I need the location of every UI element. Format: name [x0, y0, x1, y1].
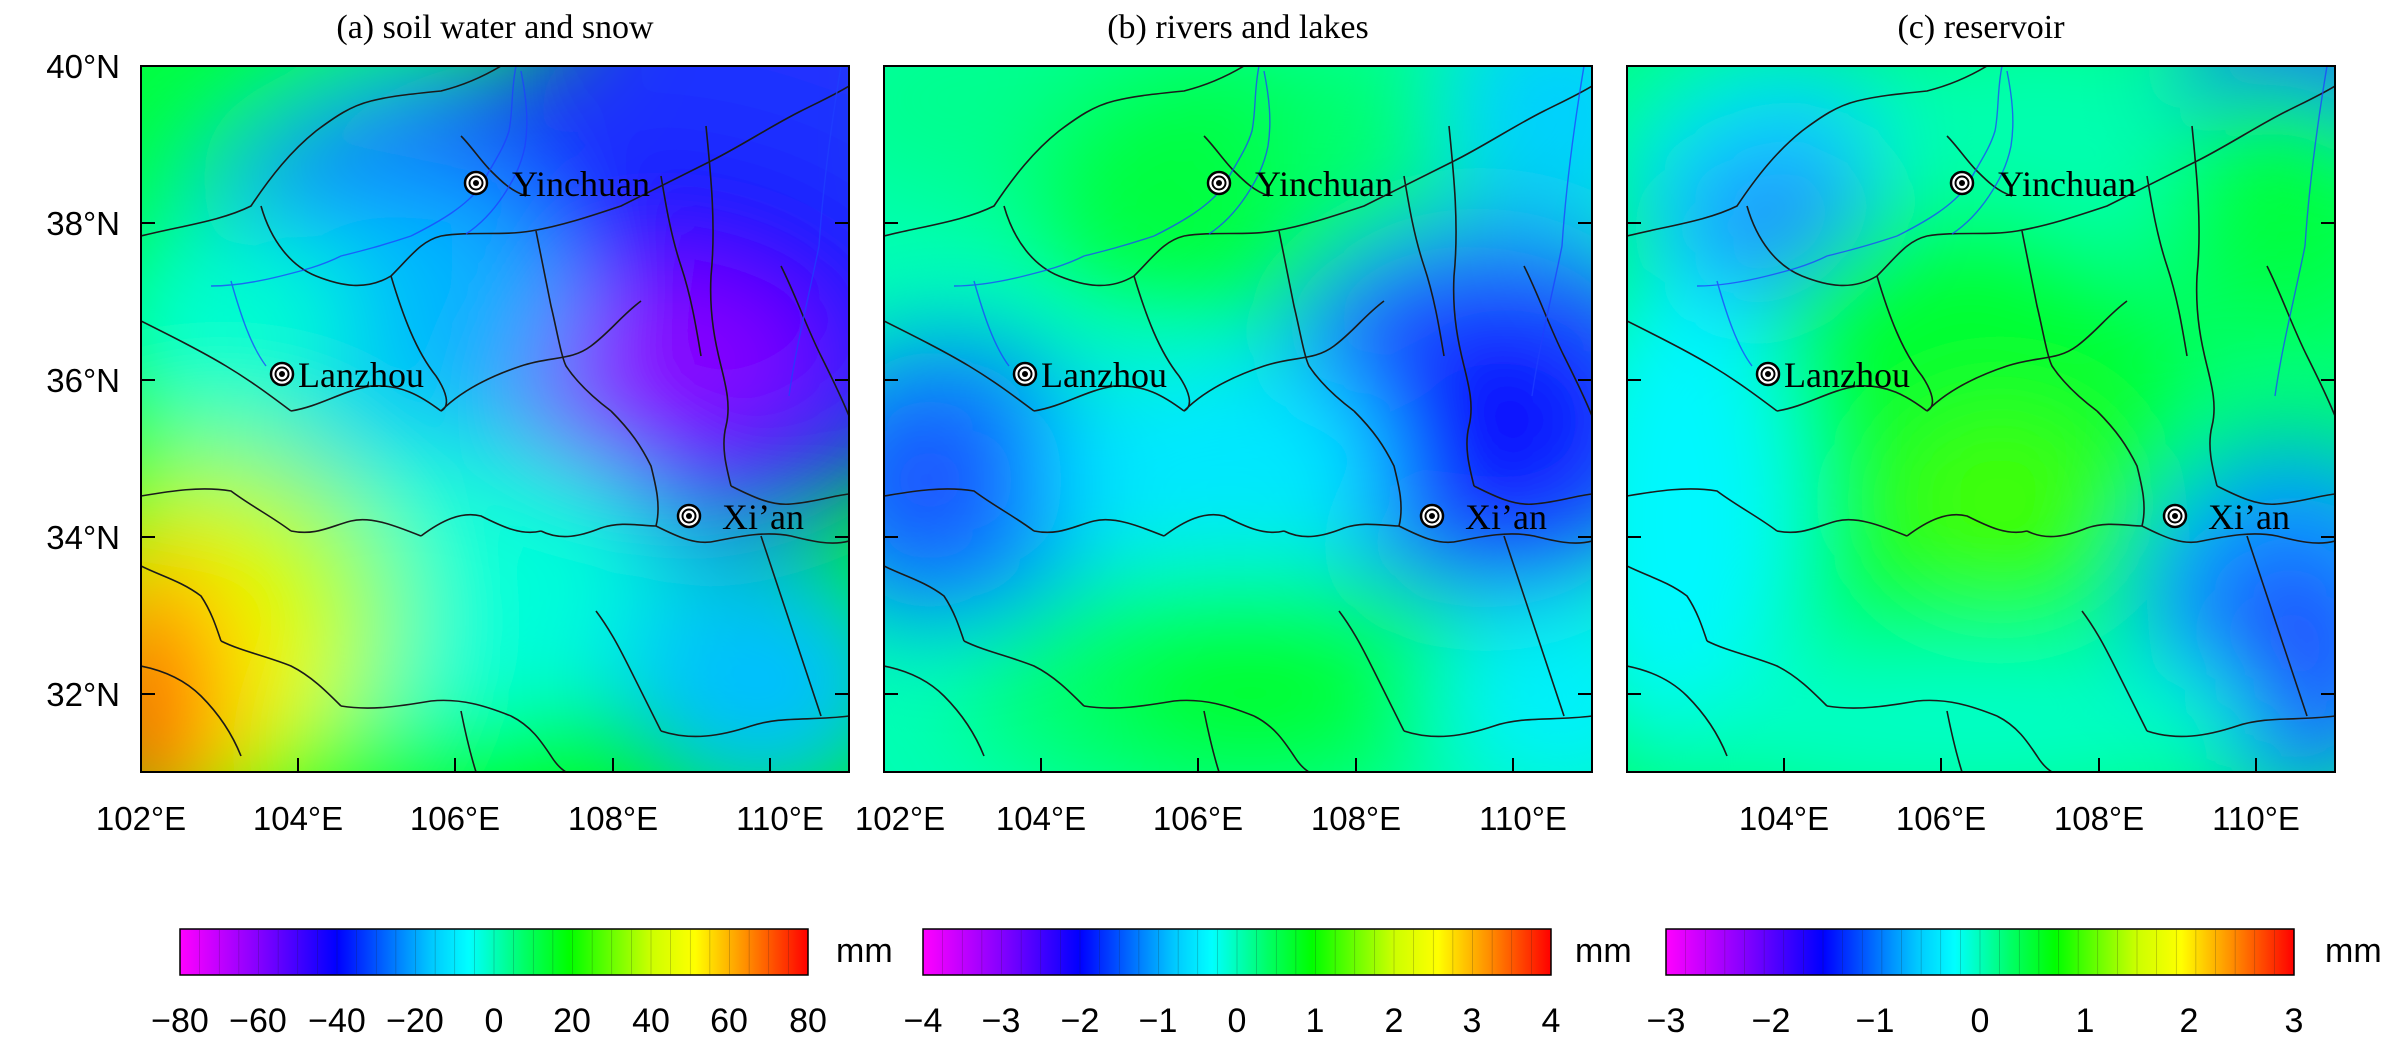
x-tick-label: 110°E	[2212, 800, 2300, 837]
colorbar-tick-label: −1	[1139, 1002, 1178, 1040]
colorbar-tick-label: 1	[2076, 1002, 2095, 1040]
colorbar-tick-label: 3	[2285, 1002, 2304, 1040]
x-tick-label: 104°E	[1739, 800, 1829, 837]
colorbar-b-unit: mm	[1575, 932, 1632, 970]
colorbar-tick-label: 80	[789, 1002, 827, 1040]
colorbar-b: mm −4 −3 −2 −1 0 1 2 3 4	[904, 928, 1632, 1040]
panel-c-title: (c) reservoir	[1897, 9, 2065, 46]
y-tick-label: 32°N	[46, 676, 120, 713]
colorbar-tick-label: −20	[386, 1002, 444, 1040]
city-marker-yinchuan: Yinchuan	[1949, 164, 2136, 204]
x-tick-label: 104°E	[996, 800, 1086, 837]
city-label: Yinchuan	[512, 164, 650, 204]
colorbar-tick-label: 2	[2180, 1002, 2199, 1040]
x-tick-label: 104°E	[253, 800, 343, 837]
colorbar-a: mm −80 −60 −40 −20 0 20 40 60 80	[151, 928, 893, 1040]
colorbar-tick-label: 2	[1385, 1002, 1404, 1040]
colorbar-tick-label: 0	[1971, 1002, 1990, 1040]
colorbar-tick-label: −40	[308, 1002, 366, 1040]
city-marker-xian: Xi’an	[676, 497, 804, 537]
colorbar-tick-label: −2	[1061, 1002, 1100, 1040]
city-label: Yinchuan	[1998, 164, 2136, 204]
city-marker-xian: Xi’an	[2162, 497, 2290, 537]
colorbar-tick-label: −60	[229, 1002, 287, 1040]
city-marker-lanzhou: Lanzhou	[1755, 355, 1910, 395]
colorbar-tick-label: 60	[710, 1002, 748, 1040]
x-tick-label: 110°E	[736, 800, 824, 837]
city-label: Xi’an	[722, 497, 804, 537]
city-marker-yinchuan: Yinchuan	[1206, 164, 1393, 204]
city-label: Xi’an	[1465, 497, 1547, 537]
colorbar-tick-label: −1	[1856, 1002, 1895, 1040]
panel-c-field	[1627, 66, 2335, 772]
panel-a-field	[141, 66, 849, 772]
panel-c: (c) reservoir 104°E 106°E 108°E 110°E Yi…	[1626, 9, 2336, 837]
colorbar-tick-label: −3	[982, 1002, 1021, 1040]
city-label: Lanzhou	[1784, 355, 1910, 395]
panel-a: (a) soil water and snow 40°N 38°N 36°N 3…	[46, 9, 850, 837]
colorbar-c: mm −3 −2 −1 0 1 2 3	[1647, 928, 2382, 1040]
panel-b-field	[884, 66, 1592, 772]
colorbar-tick-label: 40	[632, 1002, 670, 1040]
y-tick-label: 38°N	[46, 205, 120, 242]
colorbar-tick-label: 0	[485, 1002, 504, 1040]
x-tick-label: 102°E	[96, 800, 186, 837]
colorbar-a-unit: mm	[836, 932, 893, 970]
city-marker-yinchuan: Yinchuan	[463, 164, 650, 204]
city-label: Xi’an	[2208, 497, 2290, 537]
panel-b: (b) rivers and lakes 102°E 104°E 106°E 1…	[855, 9, 1593, 837]
panel-a-title: (a) soil water and snow	[336, 9, 654, 46]
colorbar-c-unit: mm	[2325, 932, 2382, 970]
colorbar-tick-label: −3	[1647, 1002, 1686, 1040]
x-tick-label: 110°E	[1479, 800, 1567, 837]
city-marker-lanzhou: Lanzhou	[1012, 355, 1167, 395]
colorbar-tick-label: −4	[904, 1002, 943, 1040]
city-label: Lanzhou	[1041, 355, 1167, 395]
colorbar-tick-label: 20	[553, 1002, 591, 1040]
city-label: Yinchuan	[1255, 164, 1393, 204]
y-tick-label: 34°N	[46, 519, 120, 556]
colorbar-tick-label: −2	[1752, 1002, 1791, 1040]
colorbar-tick-label: 3	[1463, 1002, 1482, 1040]
x-tick-label: 102°E	[855, 800, 945, 837]
x-tick-label: 108°E	[1311, 800, 1401, 837]
y-tick-label: 40°N	[46, 48, 120, 85]
colorbar-tick-label: −80	[151, 1002, 209, 1040]
panel-b-title: (b) rivers and lakes	[1107, 9, 1369, 46]
city-label: Lanzhou	[298, 355, 424, 395]
y-tick-label: 36°N	[46, 362, 120, 399]
colorbar-tick-label: 1	[1306, 1002, 1325, 1040]
city-marker-lanzhou: Lanzhou	[269, 355, 424, 395]
x-tick-label: 106°E	[410, 800, 500, 837]
colorbar-tick-label: 4	[1542, 1002, 1561, 1040]
x-tick-label: 108°E	[568, 800, 658, 837]
x-tick-label: 106°E	[1896, 800, 1986, 837]
city-marker-xian: Xi’an	[1419, 497, 1547, 537]
x-tick-label: 106°E	[1153, 800, 1243, 837]
x-tick-label: 108°E	[2054, 800, 2144, 837]
colorbar-tick-label: 0	[1228, 1002, 1247, 1040]
